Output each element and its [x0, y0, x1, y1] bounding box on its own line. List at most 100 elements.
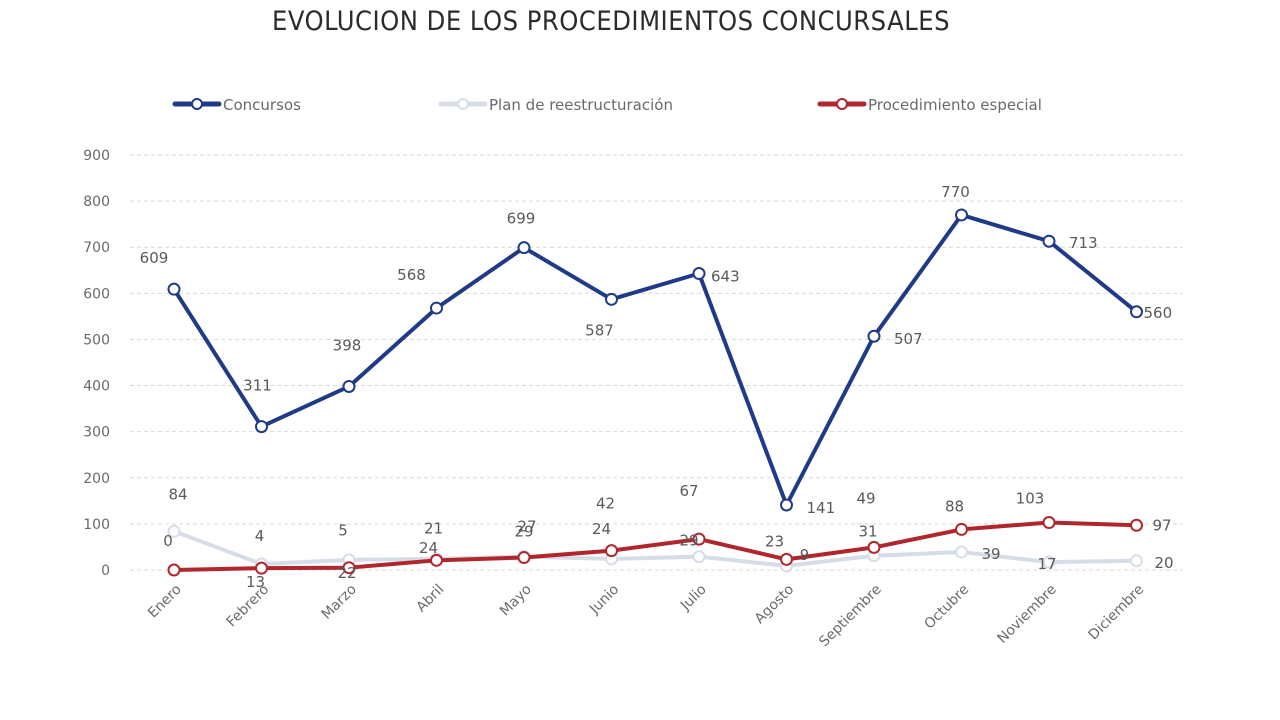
series [167, 208, 1143, 577]
data-point [867, 540, 881, 554]
data-point [430, 301, 443, 315]
data-label: 31 [858, 523, 877, 541]
data-point [1042, 234, 1056, 248]
data-label: 609 [140, 249, 169, 267]
data-label: 713 [1069, 234, 1098, 252]
x-tick-label: Noviembre [994, 582, 1059, 647]
data-label: 587 [585, 321, 614, 339]
series-2 [167, 516, 1143, 577]
data-label: 39 [982, 545, 1001, 563]
y-tick-label: 300 [83, 425, 110, 441]
data-point [692, 550, 706, 564]
y-tick-label: 800 [83, 194, 110, 210]
data-point [517, 241, 531, 255]
x-axis-ticks: Enero Febrero Marzo Abril Mayo Junio Julio Agos… [145, 582, 1147, 651]
data-point [167, 282, 181, 296]
data-point [780, 552, 793, 566]
data-label: 27 [517, 518, 536, 536]
data-point [255, 420, 268, 434]
data-labels: 609 311 398 568 699 587 643 141 507 770 713 560 84 13… [140, 183, 1174, 591]
data-label: 21 [424, 519, 443, 537]
x-tick-label: Marzo [319, 582, 360, 623]
data-label: 507 [894, 330, 923, 348]
data-label: 29 [514, 523, 533, 541]
data-label: 568 [397, 266, 426, 284]
data-label: 49 [856, 489, 875, 507]
data-label: 103 [1016, 490, 1045, 508]
y-tick-label: 900 [83, 148, 110, 164]
series-line [172, 212, 1139, 507]
legend-label: Procedimiento especial [868, 96, 1042, 114]
data-label: 0 [163, 532, 173, 550]
data-point [605, 544, 618, 558]
data-point [167, 524, 181, 538]
data-label: 398 [333, 336, 362, 354]
data-point [1130, 518, 1143, 532]
y-tick-label: 700 [83, 240, 110, 256]
x-tick-label: Mayo [497, 582, 535, 620]
data-label: 4 [255, 527, 265, 545]
legend-item: Plan de reestructuración [438, 96, 673, 114]
data-label: 141 [807, 499, 836, 517]
x-tick-label: Enero [145, 582, 185, 622]
data-label: 699 [507, 210, 536, 228]
grid [130, 154, 1183, 571]
x-tick-label: Diciembre [1085, 582, 1147, 644]
legend-label: Concursos [223, 96, 301, 114]
y-tick-label: 600 [83, 286, 110, 302]
data-point [692, 267, 706, 281]
legend-label: Plan de reestructuración [489, 96, 673, 114]
data-point [430, 553, 443, 567]
data-point [867, 329, 881, 343]
y-tick-label: 0 [101, 563, 110, 579]
legend-marker [836, 98, 848, 110]
data-label: 560 [1144, 304, 1173, 322]
data-point [167, 563, 181, 577]
y-tick-label: 200 [83, 471, 110, 487]
data-point [1130, 554, 1143, 568]
data-point [605, 292, 618, 306]
data-label: 643 [711, 268, 740, 286]
legend-marker [457, 98, 469, 110]
data-point [1042, 555, 1056, 569]
x-tick-label: Abril [413, 582, 447, 616]
legend-item: Procedimiento especial [817, 96, 1042, 114]
y-tick-label: 500 [83, 332, 110, 348]
data-label: 5 [338, 522, 348, 540]
data-point [955, 522, 968, 536]
data-point [517, 551, 531, 565]
data-point [1130, 305, 1143, 319]
data-point [780, 498, 793, 512]
data-label: 22 [337, 564, 356, 582]
x-tick-label: Octubre [921, 582, 972, 633]
data-label: 17 [1037, 555, 1056, 573]
data-label: 29 [679, 532, 698, 550]
data-label: 97 [1153, 516, 1172, 534]
data-label: 24 [592, 520, 611, 538]
data-label: 24 [419, 539, 438, 557]
data-point [1042, 516, 1056, 530]
data-label: 311 [243, 377, 272, 395]
x-tick-label: Agosto [752, 582, 798, 628]
y-axis-ticks: 0 100 200 300 400 500 600 700 800 900 [83, 148, 110, 579]
chart-title: EVOLUCION DE LOS PROCEDIMIENTOS CONCURSA… [271, 6, 951, 37]
series-0 [167, 208, 1143, 512]
x-tick-label: Junio [586, 582, 622, 618]
x-tick-label: Septiembre [816, 582, 885, 651]
data-point [255, 561, 268, 575]
data-label: 67 [679, 482, 698, 500]
data-point [955, 545, 968, 559]
series-line [172, 529, 1139, 568]
y-tick-label: 100 [83, 517, 110, 533]
data-label: 9 [800, 546, 810, 564]
data-label: 770 [941, 183, 970, 201]
series-line [172, 520, 1139, 572]
legend-item: Concursos [172, 96, 301, 114]
data-point [955, 208, 968, 222]
data-label: 20 [1155, 554, 1174, 572]
data-label: 84 [168, 485, 187, 503]
y-tick-label: 400 [83, 379, 110, 395]
legend: Concursos Plan de reestructuración Procedi… [172, 96, 1042, 114]
x-tick-label: Julio [677, 582, 710, 615]
